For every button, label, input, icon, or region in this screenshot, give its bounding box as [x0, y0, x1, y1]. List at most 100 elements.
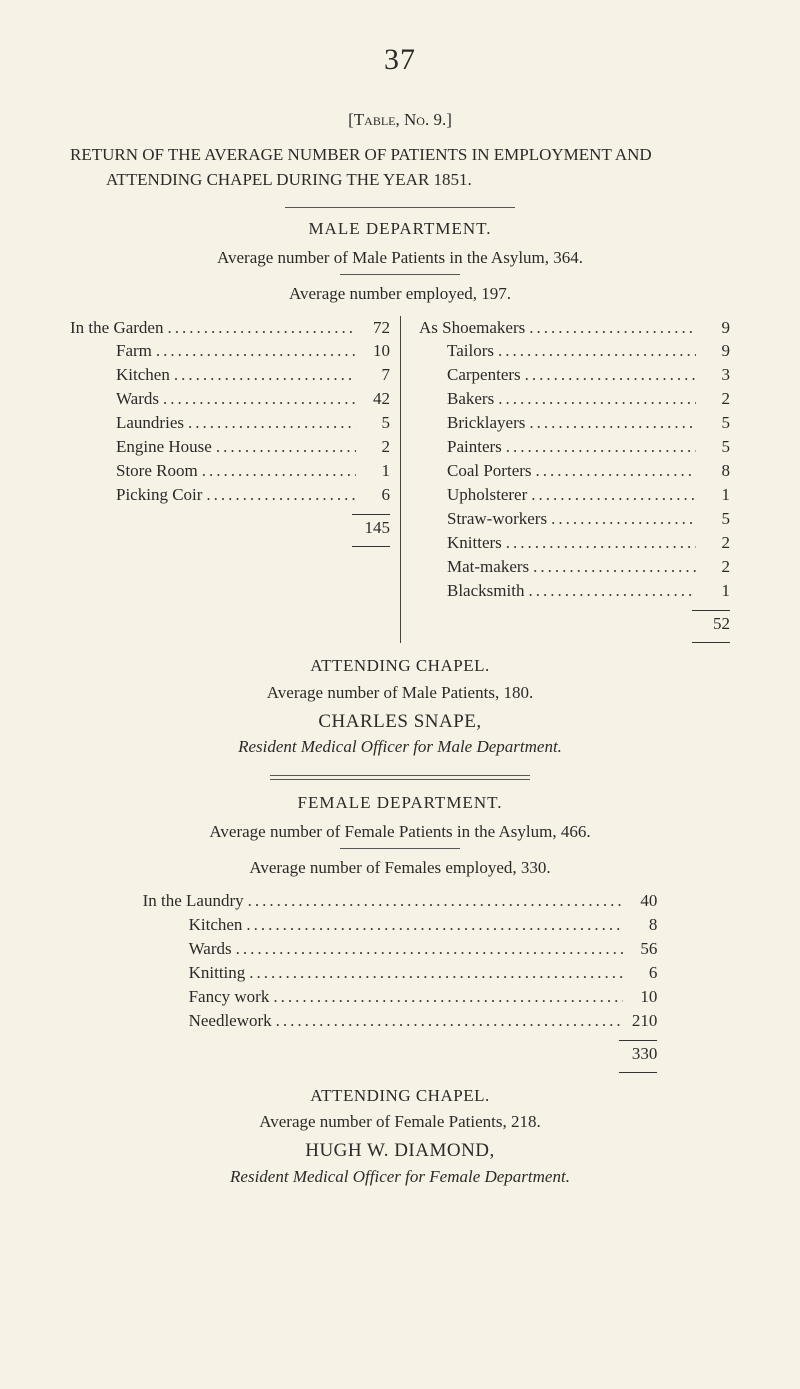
row-label: Laundries: [116, 412, 184, 435]
dot-leader: [163, 317, 356, 340]
subtotal-rule: [419, 604, 730, 611]
row-lead: [419, 484, 447, 507]
list-item: Mat-makers 2: [419, 556, 730, 579]
row-lead: [143, 1010, 189, 1033]
dot-leader: [494, 340, 696, 363]
list-item: Upholsterer1: [419, 484, 730, 507]
list-item: Bakers2: [419, 388, 730, 411]
row-label: Kitchen: [116, 364, 170, 387]
subtotal-rule: [70, 508, 390, 515]
dot-leader: [245, 962, 623, 985]
list-item: Knitting6: [143, 962, 658, 985]
row-value: 9: [696, 340, 730, 363]
dot-leader: [521, 364, 696, 387]
row-lead: [419, 388, 447, 411]
row-value: 1: [696, 580, 730, 603]
male-left-column: In the Garden72Farm10Kitchen7Wards42Laun…: [70, 316, 400, 643]
row-lead: [143, 914, 189, 937]
male-officer-name: CHARLES SNAPE,: [70, 709, 730, 735]
subtotal-rule: [70, 540, 390, 547]
row-lead: [70, 364, 116, 387]
row-value: 42: [356, 388, 390, 411]
row-lead: [419, 508, 447, 531]
divider: [285, 207, 515, 208]
row-value: 6: [356, 484, 390, 507]
dot-leader: [524, 580, 696, 603]
main-heading: RETURN OF THE AVERAGE NUMBER OF PATIENTS…: [70, 143, 730, 192]
list-item: Kitchen7: [70, 364, 390, 387]
row-value: 2: [696, 556, 730, 579]
row-label: Straw-workers: [447, 508, 547, 531]
female-avg-employed: Average number of Females employed, 330.: [70, 857, 730, 880]
dot-leader: [152, 340, 356, 363]
row-lead: [419, 532, 447, 555]
row-label: Store Room: [116, 460, 198, 483]
row-lead: [419, 556, 447, 579]
male-department-label: MALE DEPARTMENT.: [70, 218, 730, 241]
row-value: 2: [356, 436, 390, 459]
dot-leader: [184, 412, 356, 435]
dot-leader: [525, 317, 696, 340]
row-label: Needlework: [189, 1010, 272, 1033]
female-officer-name: HUGH W. DIAMOND,: [70, 1138, 730, 1164]
row-label: Upholsterer: [447, 484, 527, 507]
row-value: 10: [623, 986, 657, 1009]
male-employment-columns: In the Garden72Farm10Kitchen7Wards42Laun…: [70, 316, 730, 643]
list-item: Kitchen 8: [143, 914, 658, 937]
row-value: 10: [356, 340, 390, 363]
list-item: Engine House2: [70, 436, 390, 459]
row-value: 8: [696, 460, 730, 483]
main-heading-text: RETURN OF THE AVERAGE NUMBER OF PATIENTS…: [70, 143, 730, 192]
row-value: 56: [623, 938, 657, 961]
list-item: Knitters2: [419, 532, 730, 555]
dot-leader: [527, 484, 696, 507]
row-value: 2: [696, 388, 730, 411]
divider: [340, 274, 460, 275]
row-label: Farm: [116, 340, 152, 363]
male-right-total-row: 52: [419, 613, 730, 636]
row-lead: [70, 412, 116, 435]
row-lead: [419, 364, 447, 387]
subtotal-rule: [143, 1066, 658, 1073]
list-item: As Shoemakers9: [419, 317, 730, 340]
row-label: Bricklayers: [447, 412, 525, 435]
list-item: Coal Porters8: [419, 460, 730, 483]
row-lead: [70, 340, 116, 363]
row-label: Painters: [447, 436, 502, 459]
list-item: Tailors9: [419, 340, 730, 363]
list-item: Farm 10: [70, 340, 390, 363]
list-item: Straw-workers5: [419, 508, 730, 531]
row-label: Garden: [113, 317, 163, 340]
list-item: Wards42: [70, 388, 390, 411]
dot-leader: [272, 1010, 624, 1033]
dot-leader: [242, 914, 623, 937]
male-officer-title: Resident Medical Officer for Male Depart…: [70, 736, 730, 759]
row-label: Carpenters: [447, 364, 521, 387]
row-label: Knitting: [189, 962, 246, 985]
row-lead: As: [419, 317, 442, 340]
dot-leader: [170, 364, 356, 387]
row-lead: In the: [143, 890, 186, 913]
row-lead: [419, 412, 447, 435]
row-value: 2: [696, 532, 730, 555]
female-total-row: 330: [143, 1043, 658, 1066]
row-label: Laundry: [186, 890, 244, 913]
male-right-column: As Shoemakers9Tailors9Carpenters3Bakers2…: [400, 316, 730, 643]
row-value: 8: [623, 914, 657, 937]
row-label: Picking Coir: [116, 484, 202, 507]
row-label: Mat-makers: [447, 556, 529, 579]
row-label: Shoemakers: [442, 317, 525, 340]
dot-leader: [244, 890, 624, 913]
male-left-total: 145: [356, 517, 390, 540]
page-number: 37: [70, 40, 730, 81]
list-item: Picking Coir 6: [70, 484, 390, 507]
row-label: Kitchen: [189, 914, 243, 937]
list-item: Bricklayers5: [419, 412, 730, 435]
row-label: Blacksmith: [447, 580, 524, 603]
row-lead: [70, 460, 116, 483]
male-right-total: 52: [696, 613, 730, 636]
dot-leader: [547, 508, 696, 531]
row-label: Wards: [189, 938, 232, 961]
row-lead: [70, 436, 116, 459]
female-employment-list: In the Laundry40Kitchen8Wards56Knitting6…: [143, 890, 658, 1073]
